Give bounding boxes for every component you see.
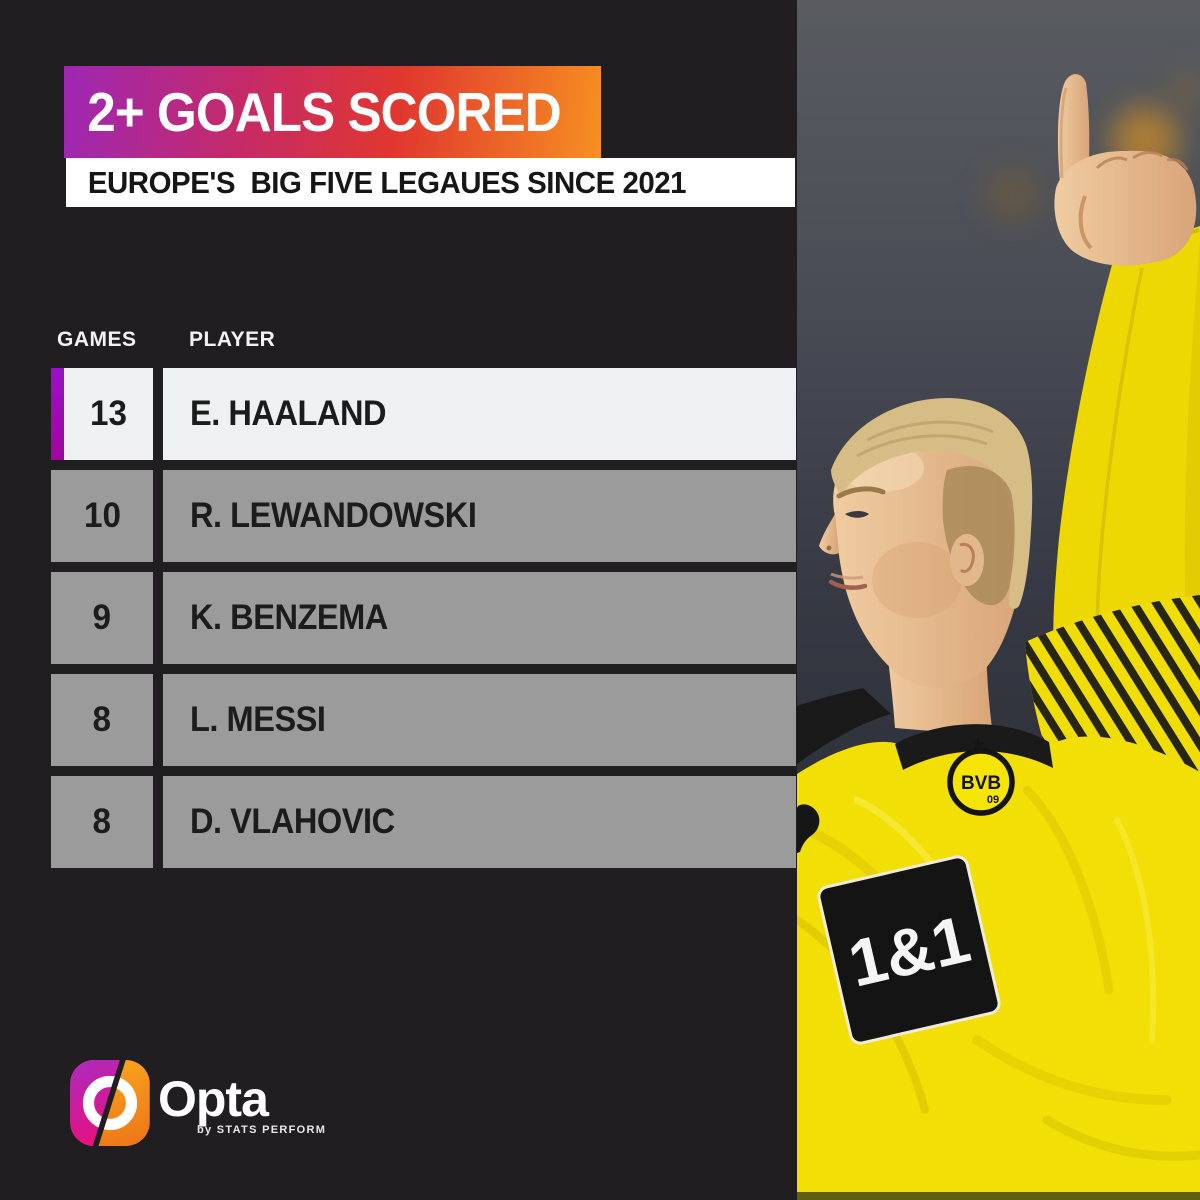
badge-number: 09 <box>987 794 999 806</box>
haaland-photo: ★ BVB 09 1&1 <box>797 0 1200 1200</box>
mouth <box>828 579 868 590</box>
player-name: E. HAALAND <box>189 394 387 433</box>
title-banner: 2+ GOALS SCORED <box>64 66 601 158</box>
player-cell: K. BENZEMA <box>163 572 796 664</box>
haaland-figure: ★ BVB 09 1&1 <box>797 68 1200 1200</box>
bvb-badge: ★ BVB 09 <box>947 735 1015 816</box>
haaland-hair <box>831 398 1033 609</box>
shoulder-trim <box>797 688 891 764</box>
subtitle-bar: EUROPE'S BIG FIVE LEGAUES SINCE 2021 <box>66 158 795 207</box>
player-cell: E. HAALAND <box>163 368 796 460</box>
table-row: 9 K. BENZEMA <box>0 572 797 664</box>
player-name: R. LEWANDOWSKI <box>189 496 477 535</box>
games-value: 9 <box>92 598 112 637</box>
page-subtitle: EUROPE'S BIG FIVE LEGAUES SINCE 2021 <box>87 164 687 200</box>
table-row: 13 E. HAALAND <box>0 368 797 460</box>
table-row: 8 D. VLAHOVIC <box>0 776 797 868</box>
jersey-sleeve <box>1053 226 1200 666</box>
jersey-collar <box>895 724 1053 770</box>
page-title: 2+ GOALS SCORED <box>87 81 561 143</box>
table-row: 10 R. LEWANDOWSKI <box>0 470 797 562</box>
games-cell: 13 <box>64 368 153 460</box>
pointing-hand <box>1054 74 1197 266</box>
player-cell: D. VLAHOVIC <box>163 776 796 868</box>
bokeh-light <box>986 169 1038 221</box>
player-name: D. VLAHOVIC <box>189 802 395 841</box>
games-cell: 8 <box>51 776 153 868</box>
games-value: 8 <box>92 700 112 739</box>
column-header-player: PLAYER <box>189 328 276 351</box>
haaland-head <box>819 398 1033 736</box>
games-cell: 9 <box>51 572 153 664</box>
column-header-games: GAMES <box>57 328 137 351</box>
opta-wordmark: Opta <box>158 1071 269 1127</box>
table-row: 8 L. MESSI <box>0 674 797 766</box>
bokeh-light <box>1165 68 1200 112</box>
puma-logo-icon <box>797 804 820 853</box>
games-cell: 8 <box>51 674 153 766</box>
player-cell: R. LEWANDOWSKI <box>163 470 796 562</box>
opta-subbrand: by STATS PERFORM <box>197 1124 327 1136</box>
player-cell: L. MESSI <box>163 674 796 766</box>
eye <box>845 511 869 518</box>
games-value: 13 <box>90 394 127 433</box>
shoulder-stripes <box>1025 595 1200 783</box>
raised-arm <box>1053 74 1200 666</box>
badge-text: BVB <box>961 773 1001 794</box>
eyebrow <box>836 486 886 499</box>
row-accent-bar <box>51 368 64 460</box>
photo-bottom-edge <box>797 1192 1200 1200</box>
player-name: K. BENZEMA <box>189 598 388 637</box>
player-name: L. MESSI <box>189 700 326 739</box>
nostril <box>826 545 832 551</box>
ear <box>950 534 984 586</box>
sponsor-patch: 1&1 <box>817 855 1001 1045</box>
games-value: 8 <box>92 802 112 841</box>
opta-logo-icon <box>70 1060 150 1146</box>
games-cell: 10 <box>51 470 153 562</box>
games-value: 10 <box>83 496 121 535</box>
